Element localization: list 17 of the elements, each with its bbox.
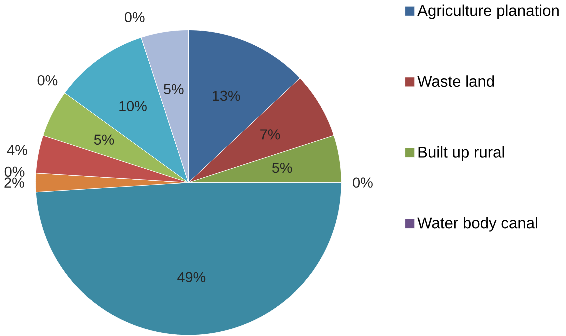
legend-label: Waste land [418,76,494,88]
text: 0% [124,12,145,23]
text: 0% [4,166,25,178]
data-label: 7% [260,130,280,140]
data-label: 4% [7,145,28,156]
text: 0% [38,76,58,86]
text: 0% [353,178,373,188]
data-label: 13% [213,91,240,102]
data-label: 5% [94,134,114,146]
data-label: 49% [178,272,206,283]
legend-label: Agriculture planation [418,4,559,20]
legend-label: Built up rural [418,146,504,162]
data-label: 2% [4,178,24,188]
data-label: 10% [120,101,147,112]
legend-label: Water body canal [418,217,538,232]
data-label: 5% [272,163,292,174]
data-label: 5% [164,84,184,95]
